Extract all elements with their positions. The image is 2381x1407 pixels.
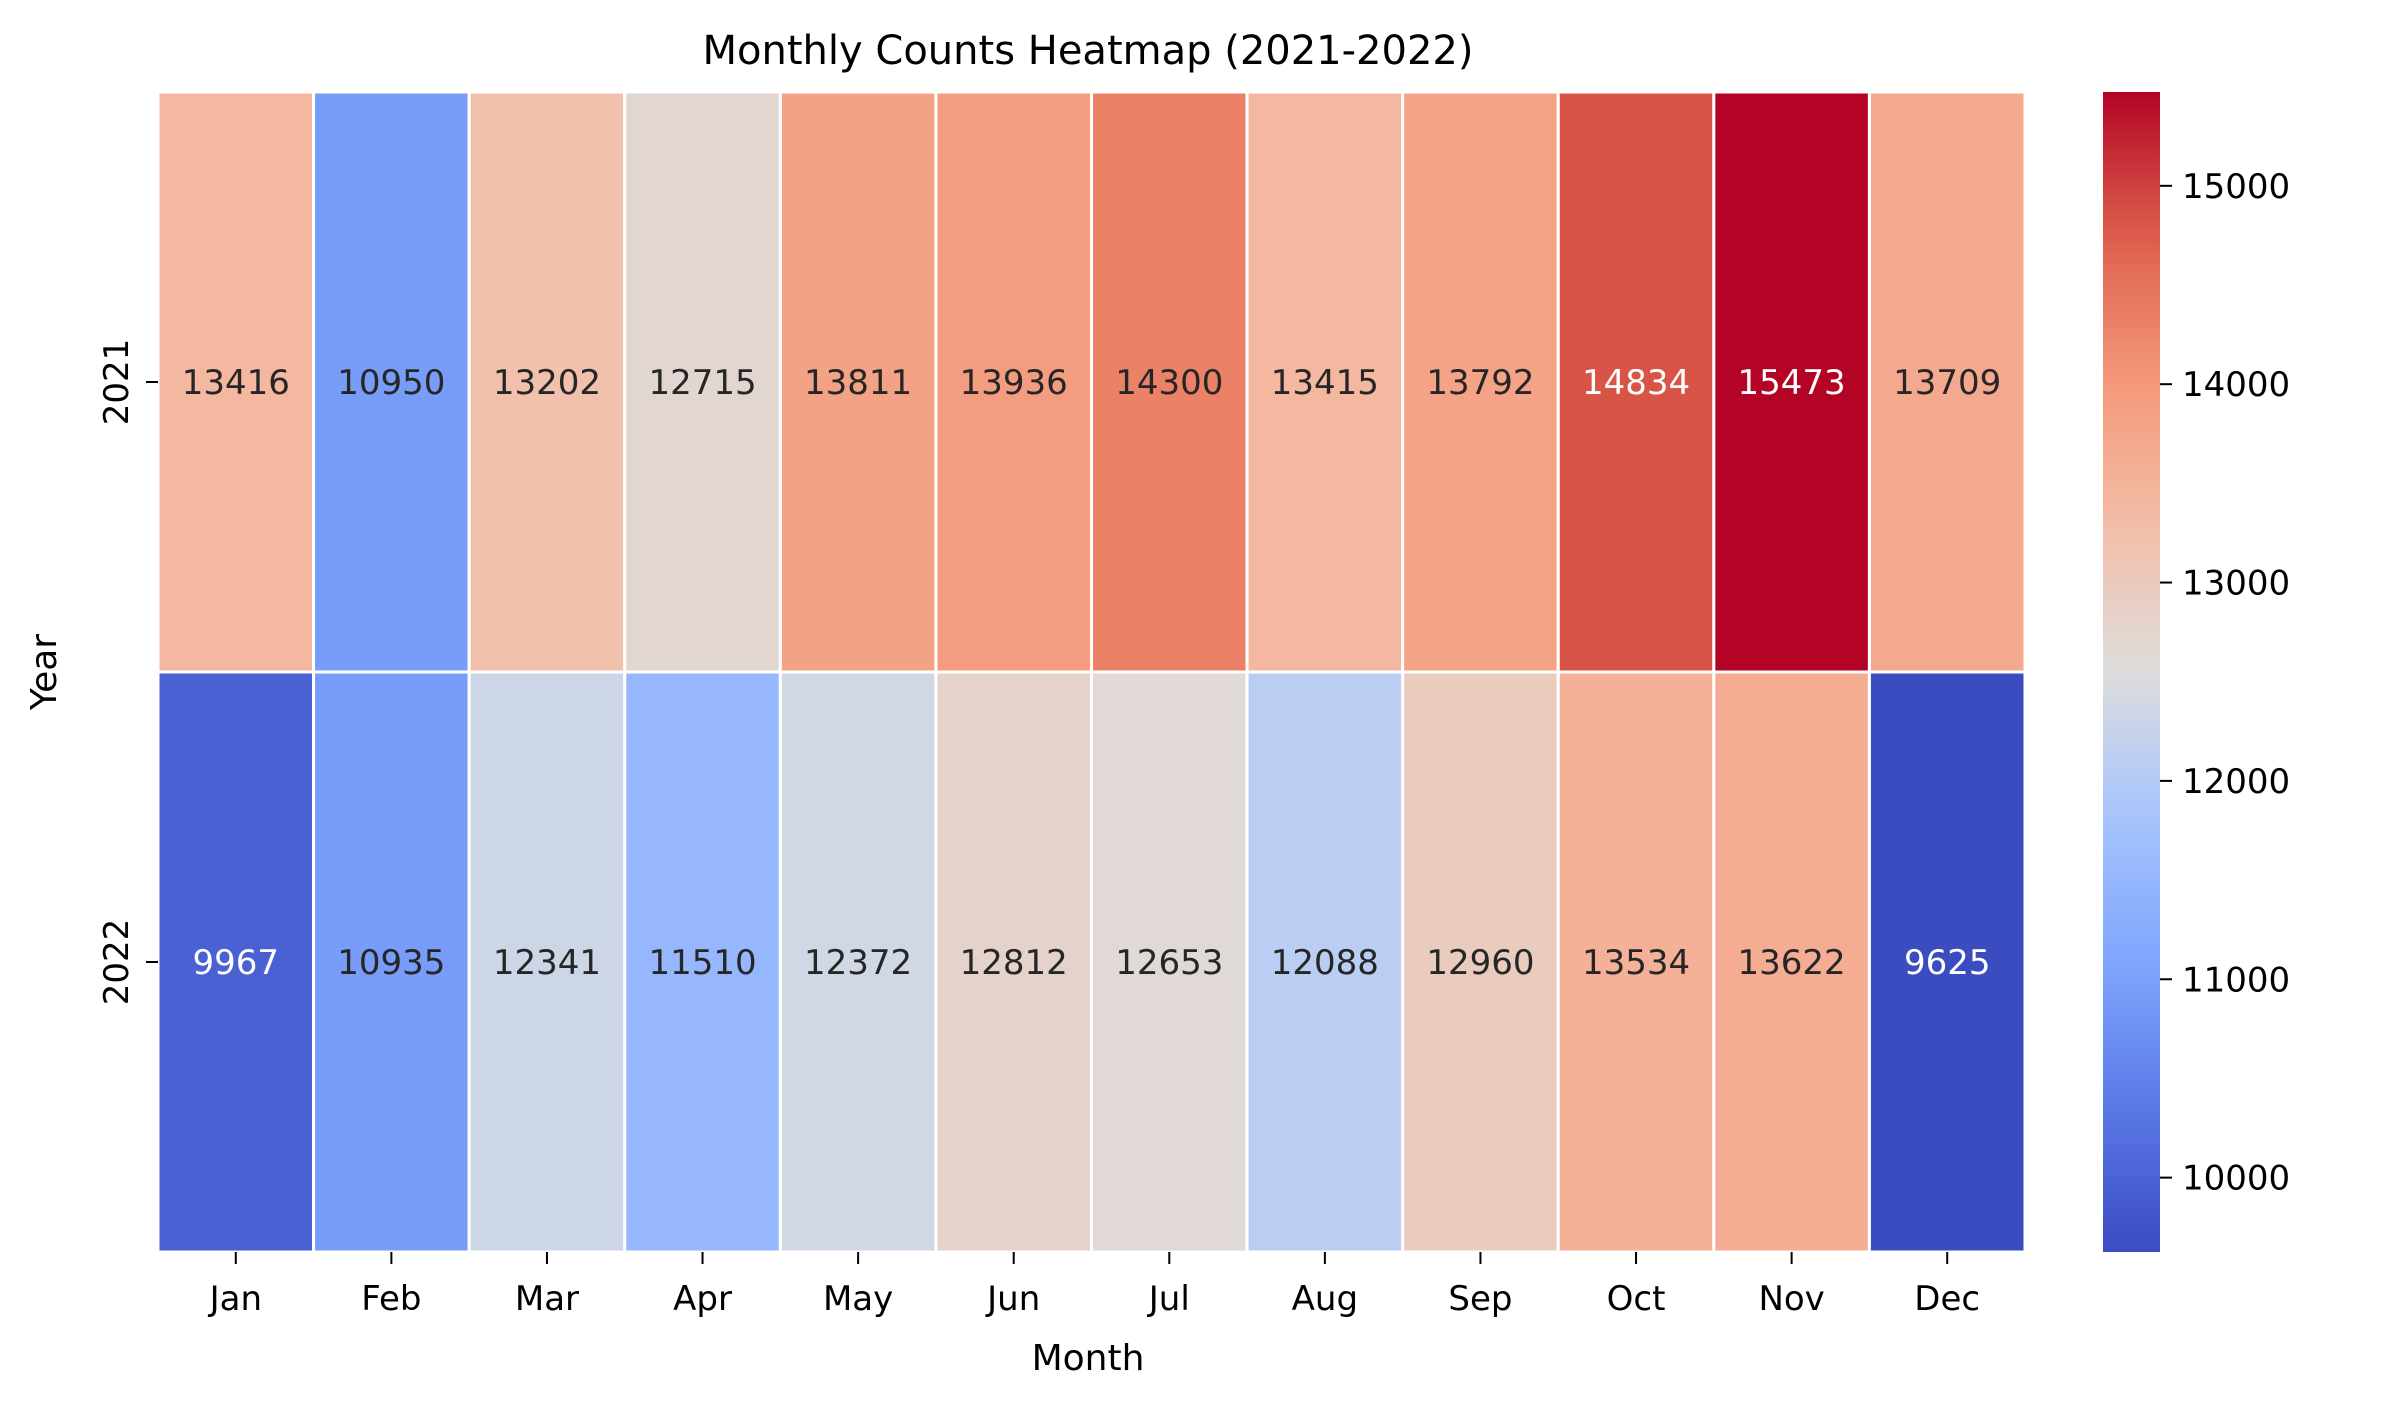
cell-value-label: 12960 — [1426, 943, 1534, 983]
heatmap-cells — [156, 90, 2027, 1254]
x-tick-label: Feb — [361, 1279, 421, 1319]
cell-value-label: 13709 — [1893, 363, 2001, 403]
colorbar-tick-label: 13000 — [2182, 564, 2290, 604]
heatmap-cell — [1867, 90, 2027, 674]
heatmap-cell — [312, 670, 471, 1254]
cell-value-label: 13622 — [1738, 943, 1846, 983]
cell-value-label: 11510 — [648, 943, 756, 983]
cell-value-label: 10950 — [337, 363, 445, 403]
heatmap-cell — [1867, 670, 2027, 1254]
heatmap-cell — [778, 670, 938, 1254]
cell-value-label: 14834 — [1582, 363, 1690, 403]
x-axis-label: Month — [1032, 1338, 1145, 1379]
cell-value-label: 13936 — [960, 363, 1068, 403]
heatmap-cell — [934, 670, 1094, 1254]
cell-labels: 13416 10950 13202 12715 13811 13936 14300 13415… — [182, 363, 2002, 983]
cell-value-label: 15473 — [1738, 363, 1846, 403]
heatmap-cell — [623, 670, 782, 1254]
x-tick-label: May — [823, 1279, 893, 1319]
x-tick-label: Nov — [1758, 1279, 1824, 1319]
cell-value-label: 12812 — [960, 943, 1068, 983]
heatmap-cell — [312, 90, 471, 674]
colorbar-tick-label: 11000 — [2182, 960, 2290, 1000]
y-axis: 2021 2022 — [97, 339, 158, 1006]
cell-value-label: 13811 — [804, 363, 912, 403]
x-tick-label: Jan — [208, 1279, 262, 1319]
colorbar-tick-label: 12000 — [2182, 762, 2290, 802]
colorbar-tick-label: 15000 — [2182, 167, 2290, 207]
heatmap-cell — [1712, 670, 1871, 1254]
heatmap-cell — [1401, 670, 1560, 1254]
cell-value-label: 13202 — [493, 363, 601, 403]
heatmap-cell — [934, 90, 1094, 674]
x-axis: Jan Feb Mar Apr May Jun Jul Aug Sep Oct Nov Dec — [208, 1252, 1980, 1319]
heatmap-cell — [1556, 670, 1716, 1254]
heatmap-cell — [1245, 90, 1405, 674]
heatmap-cell — [1090, 670, 1249, 1254]
y-tick-label: 2021 — [97, 339, 137, 426]
cell-value-label: 12088 — [1271, 943, 1379, 983]
heatmap-cell — [156, 670, 316, 1254]
x-tick-label: Apr — [673, 1279, 732, 1319]
y-tick-label: 2022 — [97, 919, 137, 1006]
cell-value-label: 9625 — [1904, 943, 1991, 983]
x-tick-label: Sep — [1448, 1279, 1512, 1319]
heatmap-cell — [778, 90, 938, 674]
cell-value-label: 13792 — [1426, 363, 1534, 403]
colorbar-gradient — [2103, 92, 2160, 1252]
cell-value-label: 12715 — [648, 363, 756, 403]
cell-value-label: 12341 — [493, 943, 601, 983]
colorbar: 10000 11000 12000 13000 14000 15000 — [2103, 92, 2290, 1252]
x-tick-label: Jun — [985, 1279, 1040, 1319]
cell-value-label: 13416 — [182, 363, 290, 403]
cell-value-label: 13415 — [1271, 363, 1379, 403]
colorbar-tick-label: 14000 — [2182, 365, 2290, 405]
cell-value-label: 14300 — [1115, 363, 1223, 403]
y-axis-label: Year — [24, 634, 65, 711]
x-tick-label: Jul — [1147, 1279, 1190, 1319]
x-tick-label: Mar — [515, 1279, 579, 1319]
cell-value-label: 10935 — [337, 943, 445, 983]
cell-value-label: 12372 — [804, 943, 912, 983]
cell-value-label: 12653 — [1115, 943, 1223, 983]
x-tick-label: Dec — [1914, 1279, 1980, 1319]
cell-value-label: 13534 — [1582, 943, 1690, 983]
heatmap-cell — [1556, 90, 1716, 674]
x-tick-label: Aug — [1292, 1279, 1358, 1319]
heatmap-cell — [467, 90, 627, 674]
colorbar-tick-label: 10000 — [2182, 1159, 2290, 1199]
cell-value-label: 9967 — [193, 943, 280, 983]
heatmap-cell — [1245, 670, 1405, 1254]
heatmap-cell — [623, 90, 782, 674]
chart-title: Monthly Counts Heatmap (2021-2022) — [703, 28, 1474, 74]
heatmap-cell — [156, 90, 316, 674]
x-tick-label: Oct — [1607, 1279, 1666, 1319]
